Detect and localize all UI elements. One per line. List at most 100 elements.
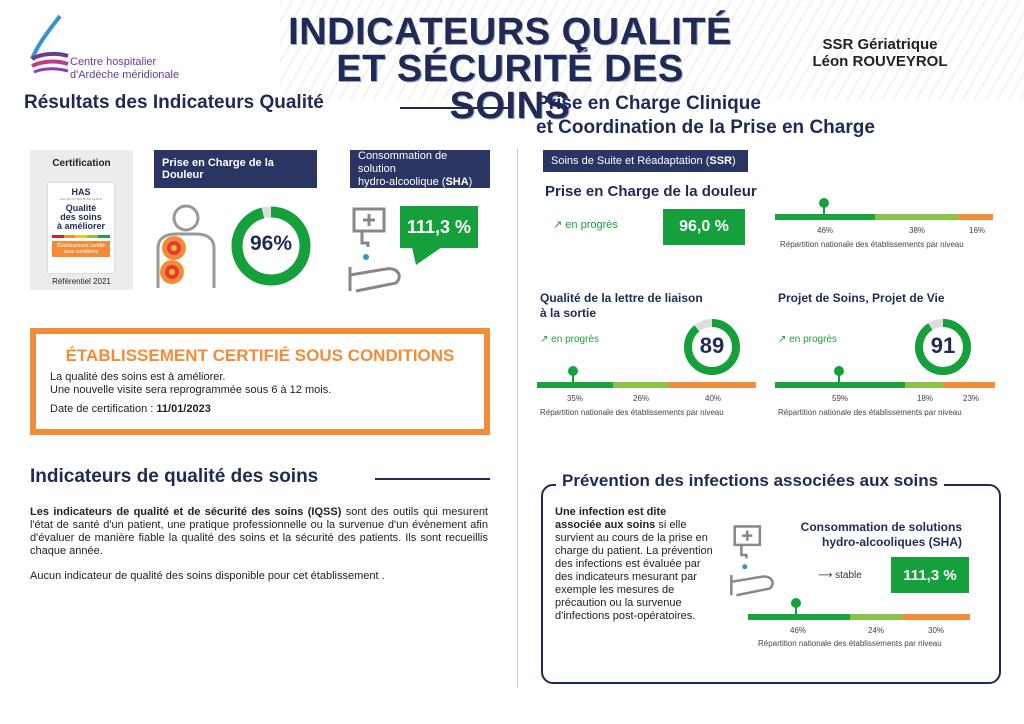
badge-status-2: sous conditions	[63, 249, 99, 255]
badge-scale	[52, 235, 110, 238]
lettre-gauge	[684, 319, 740, 375]
certified-title: ÉTABLISSEMENT CERTIFIÉ SOUS CONDITIONS	[65, 346, 455, 365]
dist-segment	[904, 382, 945, 388]
certified-line-2: Une nouvelle visite sera reprogrammée so…	[50, 384, 332, 396]
r-projet-trend: ↗ en progrès	[778, 334, 837, 345]
r-douleur-dist: 46% 38% 16% Répartition nationale des ét…	[775, 196, 993, 256]
inf-trend: ⟶ stable	[818, 570, 862, 581]
r-projet-trend-text: en progrès	[789, 334, 837, 345]
dist-segment	[775, 382, 905, 388]
hand-sanitizer-icon	[348, 207, 401, 293]
main-title-line-2: ET SÉCURITÉ DES SOINS	[336, 48, 684, 127]
left-section-title: Résultats des Indicateurs Qualité	[24, 92, 324, 113]
trend-up-icon: ↗	[778, 334, 787, 345]
logo-line-1: Centre hospitalier	[70, 56, 157, 68]
dist-1: 46%	[817, 226, 834, 235]
r-projet-dist: 59% 18% 23% Répartition nationale des ét…	[775, 366, 995, 422]
dist-2: 26%	[633, 394, 650, 403]
iqss-para-bold: Les indicateurs de qualité et de sécurit…	[30, 506, 342, 518]
inf-dist: 46% 24% 30% Répartition nationale des ét…	[748, 598, 970, 654]
dist-caption: Répartition nationale des établissements…	[758, 639, 942, 648]
speech-tail	[412, 247, 442, 265]
badge-line-1: Qualité	[65, 203, 97, 213]
inf-sha-title-1: Consommation de solutions	[800, 520, 962, 534]
referentiel: Référentiel 2021	[52, 277, 111, 286]
sha-card-title: Consommation de solution hydro-alcooliqu…	[350, 150, 490, 188]
sha-title-1: Consommation de solution	[358, 149, 448, 175]
hand-sanitizer-icon	[730, 525, 774, 597]
r-douleur-trend: ↗ en progrès	[553, 218, 618, 231]
douleur-card-title: Prise en Charge de la Douleur	[154, 150, 317, 188]
r-douleur-title: Prise en Charge de la douleur	[545, 183, 757, 200]
douleur-gauge	[231, 206, 311, 286]
sha-title-end: )	[468, 175, 473, 188]
dist-segment	[669, 382, 756, 388]
iqss-rule	[375, 478, 490, 480]
has-logo: HAS	[71, 187, 91, 197]
certified-box: ÉTABLISSEMENT CERTIFIÉ SOUS CONDITIONS L…	[30, 328, 490, 435]
r-lettre-trend: ↗ en progrès	[540, 334, 599, 345]
projet-gauge	[915, 319, 971, 375]
dist-segment	[850, 614, 904, 620]
def-bold-2: associée aux soins	[555, 519, 656, 531]
certification-date: 11/01/2023	[156, 403, 211, 415]
body-pain-icon	[156, 204, 216, 288]
sha-value-box: 111,3 %	[400, 206, 478, 248]
position-pin	[819, 198, 829, 208]
dist-2: 38%	[909, 226, 926, 235]
left-title-rule	[400, 107, 510, 109]
right-section-title-2: et Coordination de la Prise en Charge	[536, 117, 875, 138]
r-douleur-value: 96,0 %	[663, 209, 745, 245]
badge-status: Établissement certifié sous conditions	[52, 241, 110, 257]
position-pin	[568, 366, 578, 376]
r-lettre-trend-text: en progrès	[551, 334, 599, 345]
site-name-line-1: SSR Gériatrique	[822, 36, 938, 53]
badge-status-1: Établissement certifié	[57, 243, 105, 249]
r-lettre-dist: 35% 26% 40% Répartition nationale des ét…	[537, 366, 756, 422]
dist-segment	[775, 214, 876, 220]
dist-segment	[748, 614, 851, 620]
inf-value: 111,3 %	[891, 557, 969, 593]
arrow-right-icon: ⟶	[818, 570, 833, 581]
dist-1: 59%	[832, 394, 849, 403]
ssr-tag: Soins de Suite et Réadaptation (SSR)	[543, 150, 748, 172]
dist-segment	[958, 214, 993, 220]
dist-segment	[875, 214, 959, 220]
sha-title-bold: SHA	[445, 175, 469, 188]
iqss-title: Indicateurs de qualité des soins	[30, 466, 319, 487]
position-pin	[791, 598, 801, 608]
main-title-line-1: INDICATEURS QUALITÉ	[288, 11, 732, 53]
douleur-value: 96%	[249, 232, 293, 255]
def-rest: si elle survient au cours de la prise en…	[555, 519, 713, 622]
ssr-tag-bold: SSR	[709, 155, 733, 167]
certification-card: Certification HAS HAUTE AUTORITÉ DE SANT…	[30, 150, 133, 290]
certification-label: Certification	[52, 158, 111, 169]
trend-up-icon: ↗	[540, 334, 549, 345]
iqss-none: Aucun indicateur de qualité des soins di…	[30, 570, 385, 582]
r-lettre-value: 89	[699, 333, 725, 358]
infections-definition: Une infection est dite associée aux soin…	[555, 506, 720, 623]
header-hatch	[280, 0, 1024, 100]
r-projet-value: 91	[930, 333, 956, 358]
r-douleur-trend-text: en progrès	[565, 219, 618, 231]
logo-line-2: d'Ardèche méridionale	[70, 69, 180, 81]
iqss-para: sont des outils qui mesurent l'état de s…	[30, 506, 488, 557]
trend-up-icon: ↗	[553, 219, 563, 231]
right-section-title-1: Prise en Charge Clinique	[536, 93, 761, 114]
r-projet-title: Projet de Soins, Projet de Vie	[778, 291, 945, 305]
hospital-logo: Centre hospitalier d'Ardèche méridionale	[30, 14, 190, 84]
ssr-tag-text: Soins de Suite et Réadaptation (	[551, 155, 710, 167]
badge-line-2: des soins	[60, 212, 102, 222]
dist-caption: Répartition nationale des établissements…	[780, 240, 964, 249]
dist-3: 30%	[928, 626, 945, 635]
position-pin	[834, 366, 844, 376]
dist-1: 35%	[567, 394, 584, 403]
dist-segment	[903, 614, 970, 620]
dist-3: 16%	[969, 226, 986, 235]
dist-segment	[537, 382, 613, 388]
dist-2: 18%	[917, 394, 934, 403]
dist-segment	[612, 382, 670, 388]
dist-3: 40%	[705, 394, 722, 403]
dist-3: 23%	[963, 394, 980, 403]
r-lettre-title-2: à la sortie	[540, 306, 597, 320]
